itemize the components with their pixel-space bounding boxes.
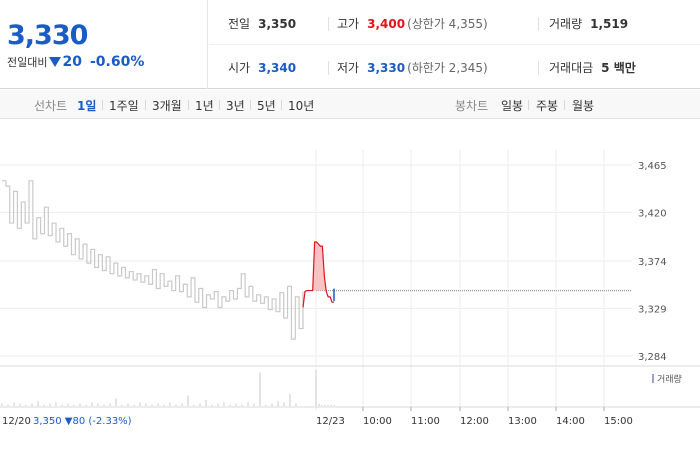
- tab-divider: [145, 100, 146, 110]
- divider: [538, 17, 539, 31]
- tab-weekly-candle[interactable]: 주봉: [536, 99, 559, 113]
- prev-close-label: 전일: [228, 17, 251, 31]
- tab-10year[interactable]: 10년: [288, 99, 315, 113]
- volume-cell: 거래량 1,519: [549, 15, 628, 32]
- low-cell: 저가 3,330 (하한가 2,345): [337, 59, 488, 76]
- low-label: 저가: [337, 61, 360, 75]
- x-tick-label: 12/23: [316, 416, 345, 427]
- down-triangle-icon: [49, 57, 62, 67]
- low-value: 3,330: [367, 61, 406, 75]
- tab-monthly-candle[interactable]: 월봉: [572, 99, 595, 113]
- x-tick-label: 12:00: [460, 416, 489, 427]
- lower-limit: (하한가 2,345): [407, 61, 488, 75]
- volume-value: 1,519: [590, 17, 629, 31]
- chart-tabs: 선차트 1일 1주일 3개월 1년 3년 5년 10년 봉차트 일봉 주봉 월봉: [0, 90, 700, 119]
- legend-label: 거래량: [657, 373, 682, 385]
- y-tick-label: 3,420: [638, 208, 667, 219]
- upper-limit: (상한가 4,355): [407, 17, 488, 31]
- tab-divider: [281, 100, 282, 110]
- tab-divider: [250, 100, 251, 110]
- tab-divider: [528, 100, 529, 110]
- x-tick-label: 15:00: [604, 416, 633, 427]
- trade-value-label: 거래대금: [549, 61, 594, 75]
- x-tick-label: 12/20: [2, 416, 31, 427]
- trade-value-cell: 거래대금 5 백만: [549, 59, 636, 76]
- high-label: 고가: [337, 17, 360, 31]
- price-series: [2, 180, 632, 340]
- change-value: 20: [62, 54, 82, 70]
- line-chart-label: 선차트: [34, 99, 68, 113]
- high-cell: 고가 3,400 (상한가 4,355): [337, 15, 488, 32]
- legend-swatch: [652, 374, 654, 383]
- x-axis: 12/20 3,350 ▼80 (-2.33%) 12/23 10:00 11:00 12…: [2, 407, 633, 427]
- divider: [538, 61, 539, 75]
- tab-1day[interactable]: 1일: [77, 99, 97, 113]
- price-summary: 3,330 전일대비 20 -0.60% 전일 3,350 고가 3,400 (상한가 4…: [0, 0, 700, 89]
- divider: [328, 17, 329, 31]
- tab-3year[interactable]: 3년: [226, 99, 245, 113]
- candle-chart-label: 봉차트: [455, 99, 489, 113]
- prev-close-value: 3,350: [258, 17, 297, 31]
- change-percent: -0.60%: [89, 54, 145, 70]
- x-tick-label: 14:00: [556, 416, 585, 427]
- tab-divider: [102, 100, 103, 110]
- x-tick-label: 11:00: [411, 416, 440, 427]
- tab-1week[interactable]: 1주일: [109, 99, 139, 113]
- chart-grid: [0, 150, 700, 410]
- y-tick-label: 3,284: [638, 352, 667, 363]
- y-tick-label: 3,374: [638, 257, 667, 268]
- y-axis: 3,465 3,420 3,374 3,329 3,284: [638, 161, 667, 363]
- open-value: 3,340: [258, 61, 297, 75]
- prev-day-info: 3,350 ▼80 (-2.33%): [33, 416, 132, 427]
- today-up-area: [303, 242, 334, 291]
- tab-divider: [188, 100, 189, 110]
- tab-daily-candle[interactable]: 일봉: [501, 99, 524, 113]
- change-label: 전일대비: [7, 56, 48, 69]
- tab-divider: [219, 100, 220, 110]
- x-tick-label: 13:00: [508, 416, 537, 427]
- divider: [328, 61, 329, 75]
- price-box: 3,330 전일대비 20 -0.60%: [0, 0, 208, 89]
- y-tick-label: 3,329: [638, 305, 667, 316]
- tab-divider: [564, 100, 565, 110]
- volume-series: 거래량: [1, 370, 682, 406]
- y-tick-label: 3,465: [638, 161, 667, 172]
- prev-day-line: [2, 180, 304, 340]
- change-row: 전일대비 20 -0.60%: [7, 54, 144, 70]
- tab-3month[interactable]: 3개월: [152, 99, 182, 113]
- volume-label: 거래량: [549, 17, 583, 31]
- prev-close-cell: 전일 3,350: [228, 15, 296, 32]
- price-chart: 3,465 3,420 3,374 3,329 3,284 거래량 12/20 3,350…: [0, 150, 700, 427]
- trade-value-value: 5 백만: [601, 61, 636, 75]
- tab-5year[interactable]: 5년: [257, 99, 276, 113]
- open-cell: 시가 3,340: [228, 59, 296, 76]
- current-price: 3,330: [7, 20, 88, 51]
- tab-1year[interactable]: 1년: [195, 99, 214, 113]
- x-tick-label: 10:00: [363, 416, 392, 427]
- high-value: 3,400: [367, 17, 406, 31]
- today-line: [302, 241, 334, 308]
- row-divider: [209, 44, 700, 45]
- open-label: 시가: [228, 61, 251, 75]
